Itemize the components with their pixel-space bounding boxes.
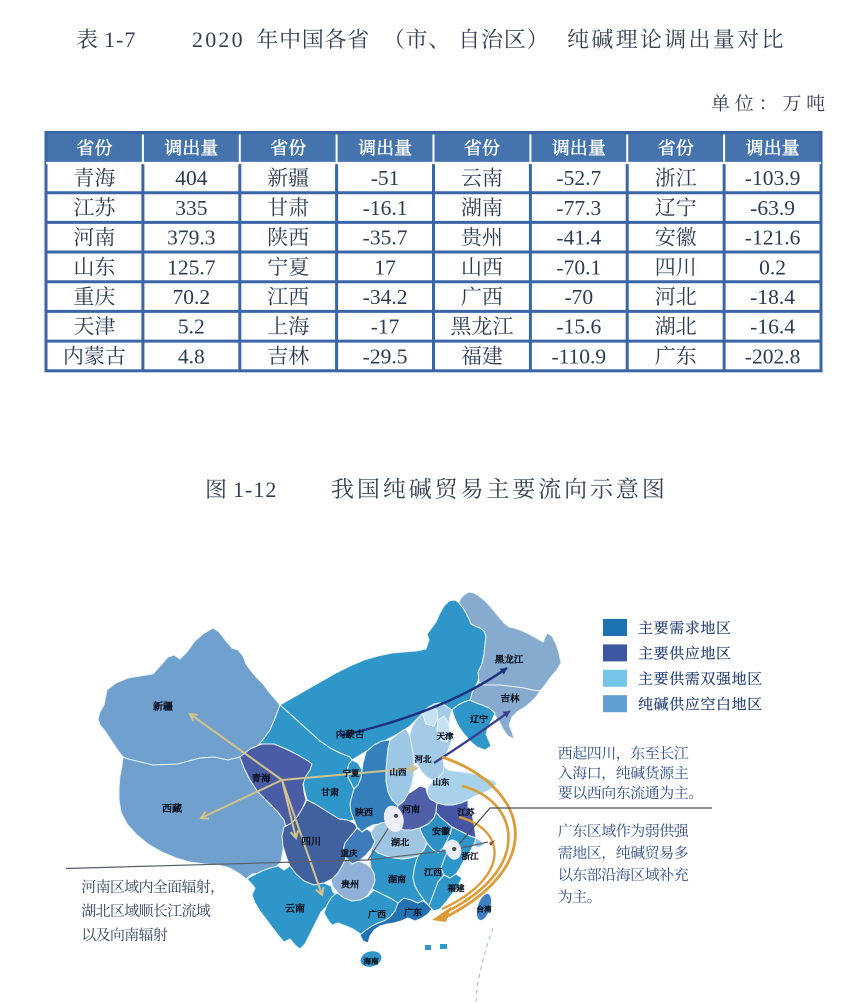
svg-text:125.7: 125.7 <box>167 255 216 279</box>
svg-text:-18.4: -18.4 <box>750 285 795 309</box>
svg-text:17: 17 <box>374 255 396 279</box>
svg-text:5.2: 5.2 <box>178 315 205 339</box>
svg-text:-34.2: -34.2 <box>363 285 408 309</box>
svg-text:70.2: 70.2 <box>173 285 211 309</box>
svg-text:-41.4: -41.4 <box>556 226 601 250</box>
svg-text:404: 404 <box>175 166 208 190</box>
svg-text:335: 335 <box>175 196 207 220</box>
svg-text:-16.4: -16.4 <box>750 315 795 339</box>
svg-text:379.3: 379.3 <box>167 226 215 250</box>
svg-text:4.8: 4.8 <box>178 344 205 368</box>
svg-text:1-7: 1-7 <box>104 27 136 52</box>
svg-text:-70.1: -70.1 <box>556 255 601 279</box>
svg-text:-110.9: -110.9 <box>551 344 606 368</box>
svg-text:2020: 2020 <box>192 27 245 52</box>
svg-text:-77.3: -77.3 <box>556 196 601 220</box>
svg-text:-70: -70 <box>564 285 593 309</box>
svg-text:-15.6: -15.6 <box>556 315 601 339</box>
svg-text:-202.8: -202.8 <box>745 344 801 368</box>
svg-text:-51: -51 <box>371 166 400 190</box>
svg-text:-35.7: -35.7 <box>363 226 408 250</box>
svg-text:-121.6: -121.6 <box>745 226 801 250</box>
svg-text:-16.1: -16.1 <box>363 196 408 220</box>
svg-text:-103.9: -103.9 <box>745 166 801 190</box>
svg-text:-17: -17 <box>371 315 400 339</box>
svg-text:1-12: 1-12 <box>233 477 277 502</box>
svg-text:0.2: 0.2 <box>759 255 786 279</box>
svg-text:-52.7: -52.7 <box>556 166 601 190</box>
svg-text:-63.9: -63.9 <box>750 196 795 220</box>
svg-text:-29.5: -29.5 <box>363 344 408 368</box>
